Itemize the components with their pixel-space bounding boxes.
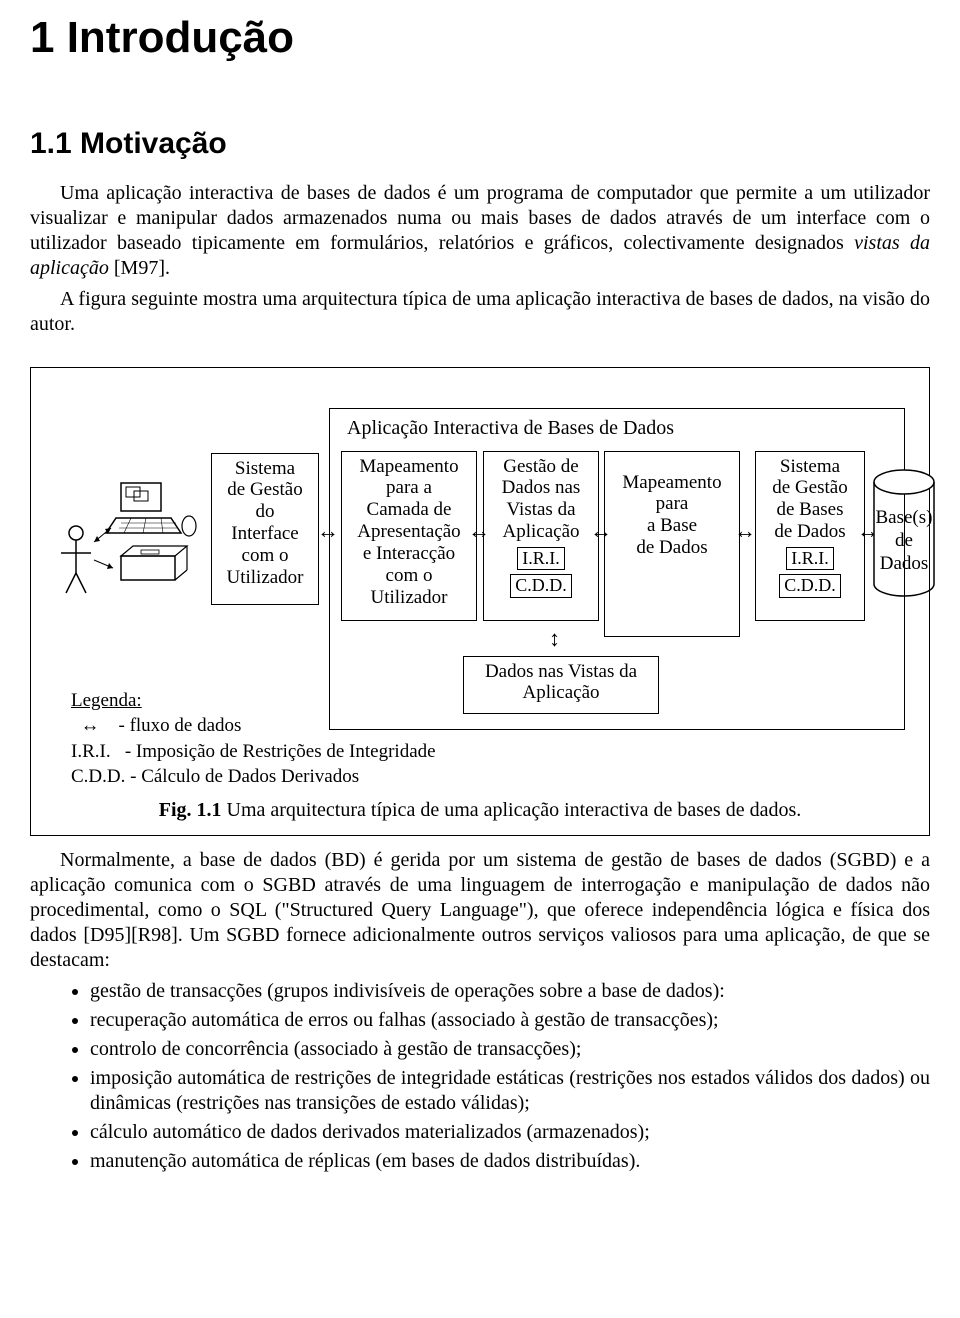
bullet-item: cálculo automático de dados derivados ma… <box>90 1120 930 1145</box>
bullet-item: manutenção automática de réplicas (em ba… <box>90 1149 930 1174</box>
bullet-item: controlo de concorrência (associado à ge… <box>90 1037 930 1062</box>
arrow-3-6: ↕ <box>549 628 558 650</box>
app-box-title: Aplicação Interactiva de Bases de Dados <box>347 416 674 441</box>
chapter-title: 1 Introdução <box>30 10 930 65</box>
legend-arrow-symbol: ↔ <box>81 715 100 736</box>
node-view-data-mgmt: Gestão deDados nasVistas daAplicação I.R… <box>483 451 599 621</box>
legend-3: - Cálculo de Dados Derivados <box>130 766 359 787</box>
bullet-item: gestão de transacções (grupos indivisíve… <box>90 979 930 1004</box>
arrow-1-2: ↔ <box>317 520 337 542</box>
arrow-5-db: ↔ <box>857 520 877 542</box>
legend-title: Legenda: <box>71 690 142 711</box>
legend-3-abbr: C.D.D. <box>71 766 125 787</box>
bullet-item: imposição automática de restrições de in… <box>90 1066 930 1116</box>
figure-caption-text: Uma arquitectura típica de uma aplicação… <box>222 799 802 821</box>
paragraph-3: Normalmente, a base de dados (BD) é geri… <box>30 848 930 973</box>
node-presentation-map-text: Mapeamentopara aCamada deApresentaçãoe I… <box>357 456 460 608</box>
svg-text:de: de <box>895 530 913 551</box>
arrow-4-5: ↔ <box>734 520 754 542</box>
bullet-list: gestão de transacções (grupos indivisíve… <box>30 979 930 1174</box>
paragraph-1: Uma aplicação interactiva de bases de da… <box>30 181 930 281</box>
node-presentation-map: Mapeamentopara aCamada deApresentaçãoe I… <box>341 451 477 621</box>
bullet-item: recuperação automática de erros ou falha… <box>90 1008 930 1033</box>
svg-text:Base(s): Base(s) <box>876 507 933 528</box>
paragraph-2: A figura seguinte mostra uma arquitectur… <box>30 287 930 337</box>
cdd-box-1: C.D.D. <box>510 574 572 598</box>
arrow-2-3: ↔ <box>468 520 488 542</box>
para1-text: Uma aplicação interactiva de bases de da… <box>30 182 930 254</box>
node-dbms-text: Sistemade Gestãode Basesde Dados <box>772 456 847 543</box>
node-db-map: Mapeamentoparaa Basede Dados <box>604 451 740 637</box>
node-view-data-text: Dados nas Vistas daAplicação <box>485 661 637 704</box>
svg-text:Dados: Dados <box>880 553 929 574</box>
iri-box-2: I.R.I. <box>786 547 834 571</box>
arrow-3-4: ↔ <box>590 520 610 542</box>
node-ui-mgmt: Sistemade GestãodoInterfacecom oUtilizad… <box>211 453 319 605</box>
figure-caption-label: Fig. 1.1 <box>159 799 222 821</box>
node-db-map-text: Mapeamentoparaa Basede Dados <box>622 472 721 559</box>
node-ui-mgmt-text: Sistemade GestãodoInterfacecom oUtilizad… <box>226 458 303 588</box>
cdd-box-2: C.D.D. <box>779 574 841 598</box>
legend-1: - fluxo de dados <box>119 715 242 736</box>
figure-caption: Fig. 1.1 Uma arquitectura típica de uma … <box>51 798 909 823</box>
legend-2-abbr: I.R.I. <box>71 741 111 762</box>
figure-frame: Sistemade GestãodoInterfacecom oUtilizad… <box>30 367 930 836</box>
database-icon: Base(s) de Dados <box>869 468 939 598</box>
user-devices-icon <box>61 478 211 598</box>
figure-holder: Sistemade GestãodoInterfacecom oUtilizad… <box>51 388 909 788</box>
figure-legend: Legenda: ↔ - fluxo de dados I.R.I. - Imp… <box>71 688 436 791</box>
para1-tail: [M97]. <box>109 257 170 279</box>
node-dbms: Sistemade Gestãode Basesde Dados I.R.I. … <box>755 451 865 621</box>
node-view-data-mgmt-text: Gestão deDados nasVistas daAplicação <box>502 456 581 543</box>
node-view-data: Dados nas Vistas daAplicação <box>463 656 659 714</box>
legend-2: - Imposição de Restrições de Integridade <box>125 741 436 762</box>
section-title: 1.1 Motivação <box>30 125 930 163</box>
iri-box-1: I.R.I. <box>517 547 565 571</box>
